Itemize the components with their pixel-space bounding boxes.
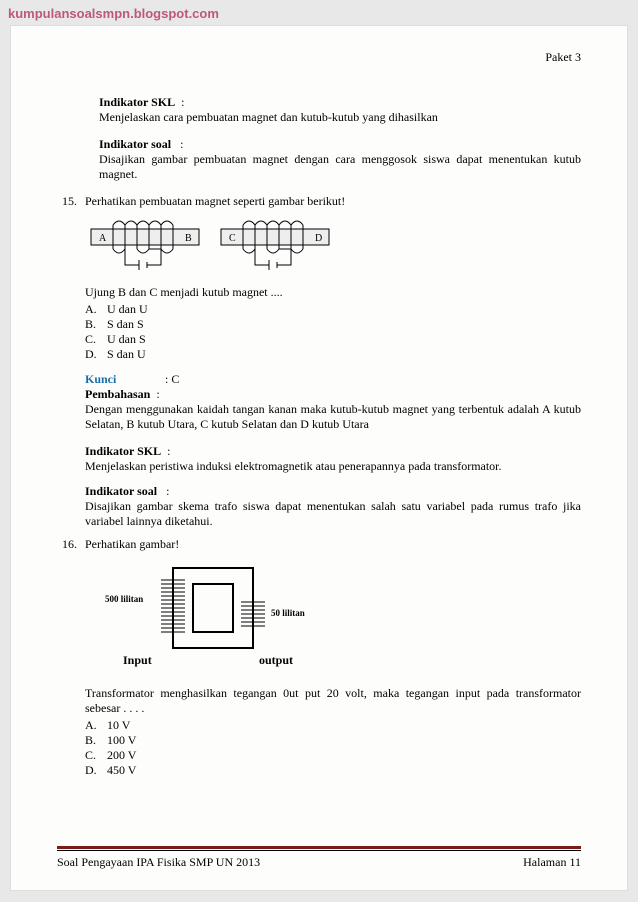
q15-opt-d: D.S dan U (85, 347, 581, 362)
skl2-label: Indikator SKL (85, 444, 161, 458)
skl1-text: Menjelaskan cara pembuatan magnet dan ku… (99, 110, 438, 124)
opt-letter: A. (85, 302, 107, 317)
q15-kunci: Kunci: C (85, 372, 581, 387)
diag-label-b: B (185, 233, 192, 244)
q15-number: 15. (57, 194, 85, 529)
q16-opt-a: A.10 V (85, 718, 581, 733)
diag-label-c: C (229, 233, 236, 244)
footer-left: Soal Pengayaan IPA Fisika SMP UN 2013 (57, 855, 260, 870)
footer-rule (57, 846, 581, 849)
n1-label: 500 lilitan (105, 594, 143, 604)
opt-text: S dan U (107, 347, 146, 362)
footer-right: Halaman 11 (523, 855, 581, 870)
opt-letter: A. (85, 718, 107, 733)
opt-text: S dan S (107, 317, 144, 332)
kunci-value: : C (165, 372, 179, 386)
skl1-sep: : (181, 95, 184, 109)
q16-opt-c: C.200 V (85, 748, 581, 763)
q15-pembahasan-text: Dengan menggunakan kaidah tangan kanan m… (85, 402, 581, 432)
q15-stem: Perhatikan pembuatan magnet seperti gamb… (85, 194, 581, 209)
q16-opt-d: D.450 V (85, 763, 581, 778)
soal1-label: Indikator soal (99, 137, 171, 151)
opt-letter: B. (85, 733, 107, 748)
q16-options: A.10 V B.100 V C.200 V D.450 V (85, 718, 581, 778)
skl2-sep: : (167, 444, 170, 458)
q15-opt-b: B.S dan S (85, 317, 581, 332)
soal2-sep: : (166, 484, 169, 498)
q16-opt-b: B.100 V (85, 733, 581, 748)
opt-text: 200 V (107, 748, 136, 763)
opt-letter: B. (85, 317, 107, 332)
soal1-text: Disajikan gambar pembuatan magnet dengan… (99, 152, 581, 181)
q15-after: Ujung B dan C menjadi kutub magnet .... (85, 285, 581, 300)
q15-diagrams: A B C D (85, 215, 581, 275)
electromagnet-diagram-2: C D (215, 215, 335, 275)
question-15: 15. Perhatikan pembuatan magnet seperti … (57, 194, 581, 529)
opt-letter: C. (85, 748, 107, 763)
skl2-text: Menjelaskan peristiwa induksi elektromag… (85, 459, 581, 474)
opt-text: 10 V (107, 718, 130, 733)
transformer-diagram: 500 lilitan 50 lilitan Input output (103, 560, 581, 674)
indikator-soal-2: Indikator soal : Disajikan gambar skema … (85, 484, 581, 529)
pembahasan-sep: : (156, 387, 159, 401)
indikator-skl-1: Indikator SKL : Menjelaskan cara pembuat… (99, 95, 581, 125)
page-footer: Soal Pengayaan IPA Fisika SMP UN 2013 Ha… (57, 851, 581, 870)
n2-label: 50 lilitan (271, 608, 305, 618)
soal1-sep: : (180, 137, 183, 151)
q15-opt-c: C.U dan S (85, 332, 581, 347)
diag-label-a: A (99, 233, 107, 244)
paket-label: Paket 3 (57, 50, 581, 65)
q15-options: A.U dan U B.S dan S C.U dan S D.S dan U (85, 302, 581, 362)
q15-opt-a: A.U dan U (85, 302, 581, 317)
output-label: output (259, 653, 293, 667)
question-16: 16. Perhatikan gambar! (57, 537, 581, 788)
input-label: Input (123, 653, 152, 667)
q16-stem: Perhatikan gambar! (85, 537, 581, 552)
document-page: Paket 3 Indikator SKL : Menjelaskan cara… (10, 25, 628, 891)
watermark: kumpulansoalsmpn.blogspot.com (0, 0, 638, 21)
q16-after: Transformator menghasilkan tegangan 0ut … (85, 686, 581, 716)
opt-text: U dan U (107, 302, 148, 317)
opt-letter: D. (85, 763, 107, 778)
opt-text: 450 V (107, 763, 136, 778)
opt-letter: D. (85, 347, 107, 362)
diag-label-d: D (315, 233, 322, 244)
q15-pembahasan-head: Pembahasan : (85, 387, 581, 402)
kunci-label: Kunci (85, 372, 165, 387)
opt-text: 100 V (107, 733, 136, 748)
indikator-soal-1: Indikator soal : Disajikan gambar pembua… (99, 137, 581, 182)
soal2-label: Indikator soal (85, 484, 157, 498)
q16-number: 16. (57, 537, 85, 788)
skl1-label: Indikator SKL (99, 95, 175, 109)
indikator-skl-2: Indikator SKL : Menjelaskan peristiwa in… (85, 444, 581, 474)
soal2-text: Disajikan gambar skema trafo siswa dapat… (85, 499, 581, 529)
pembahasan-label: Pembahasan (85, 387, 150, 401)
opt-text: U dan S (107, 332, 146, 347)
opt-letter: C. (85, 332, 107, 347)
electromagnet-diagram-1: A B (85, 215, 205, 275)
